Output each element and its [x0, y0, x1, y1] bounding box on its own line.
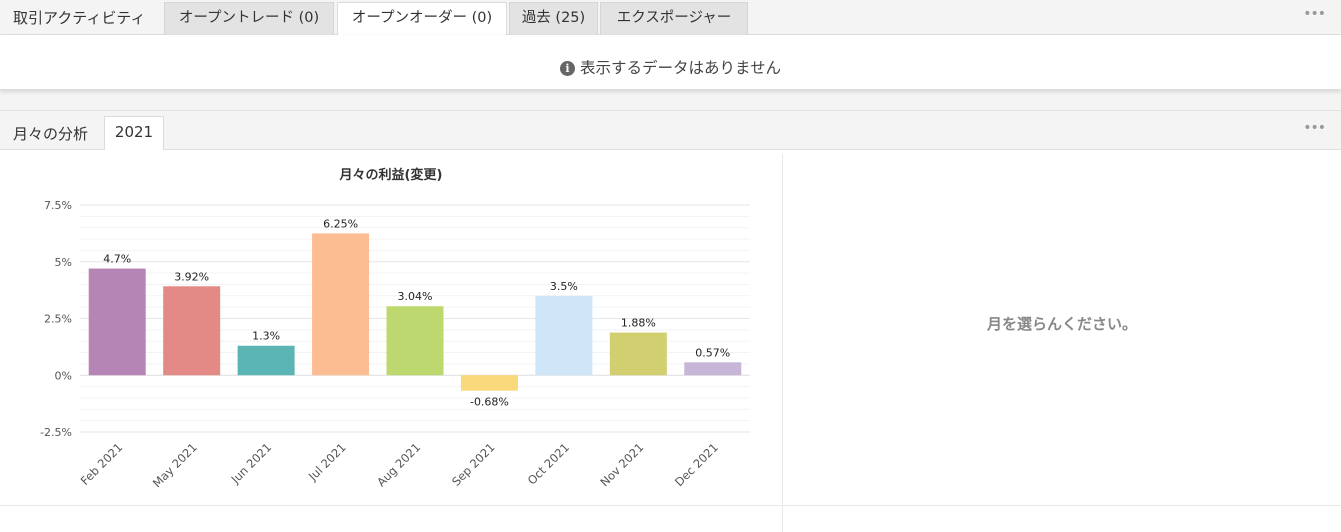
- data-label: 0.57%: [695, 346, 730, 359]
- tab-history[interactable]: 過去 (25): [509, 2, 598, 35]
- top-tab-bar: 取引アクティビティ オープントレード (0) オープンオーダー (0) 過去 (…: [0, 0, 1341, 36]
- tab-open-orders[interactable]: オープンオーダー (0): [337, 2, 507, 36]
- select-month-prompt: 月を選らんください。: [986, 315, 1137, 333]
- data-label: 3.04%: [398, 290, 433, 303]
- x-tick-label: Nov 2021: [597, 440, 646, 489]
- y-tick-label: 2.5%: [44, 313, 72, 326]
- tab-label: 過去 (25): [521, 10, 586, 26]
- x-tick-label: Feb 2021: [78, 440, 126, 488]
- tab-label: 2021: [114, 123, 154, 141]
- tab-exposure[interactable]: エクスポージャー: [600, 2, 748, 35]
- data-label: -0.68%: [470, 396, 509, 409]
- trading-activity-title: 取引アクティビティ: [13, 9, 146, 27]
- panel-divider: [0, 505, 1341, 506]
- bar: [312, 233, 370, 376]
- x-tick-label: Jun 2021: [228, 440, 275, 487]
- data-label: 6.25%: [323, 217, 358, 230]
- no-data-message: i 表示するデータはありません: [0, 56, 1341, 78]
- tab-label: オープンオーダー (0): [351, 10, 493, 26]
- y-tick-label: -2.5%: [40, 426, 72, 439]
- bar: [386, 306, 444, 376]
- bar: [460, 375, 518, 391]
- y-tick-label: 5%: [55, 256, 72, 269]
- open-orders-panel: i 表示するデータはありません: [0, 35, 1341, 90]
- bar: [609, 332, 667, 376]
- monthly-profit-chart: 月々の利益(変更) 7.5% 5% 2.5% 0% -2.5% 4.7% Feb 2021…: [40, 167, 750, 490]
- no-data-text: 表示するデータはありません: [579, 59, 782, 77]
- more-options-icon[interactable]: •••: [1303, 120, 1326, 136]
- bar: [535, 295, 593, 376]
- bar: [88, 268, 146, 376]
- y-tick-label: 0%: [55, 369, 72, 382]
- x-tick-label: Aug 2021: [374, 440, 423, 489]
- x-tick-label: May 2021: [150, 440, 200, 490]
- tab-year-2021[interactable]: 2021: [104, 116, 164, 151]
- bar: [163, 286, 221, 376]
- data-label: 3.92%: [174, 270, 209, 283]
- x-tick-label: Oct 2021: [525, 440, 572, 487]
- tab-label: オープントレード (0): [178, 10, 320, 26]
- tab-open-trades[interactable]: オープントレード (0): [164, 2, 334, 35]
- monthly-tab-bar: 月々の分析 2021 •••: [0, 110, 1341, 151]
- panel-divider: [782, 154, 783, 532]
- data-label: 3.5%: [550, 280, 578, 293]
- chart-title: 月々の利益(変更): [339, 167, 443, 183]
- bar: [237, 345, 295, 376]
- x-tick-label: Jul 2021: [305, 440, 349, 484]
- x-tick-label: Dec 2021: [672, 440, 721, 489]
- data-label: 4.7%: [103, 253, 131, 266]
- bar: [684, 362, 742, 376]
- data-label: 1.3%: [252, 330, 280, 343]
- monthly-analysis-title: 月々の分析: [13, 125, 89, 143]
- info-icon: i: [559, 61, 575, 76]
- tab-label: エクスポージャー: [616, 10, 732, 26]
- more-options-icon[interactable]: •••: [1303, 6, 1326, 22]
- data-label: 1.88%: [621, 317, 656, 330]
- x-tick-label: Sep 2021: [449, 440, 498, 489]
- y-tick-label: 7.5%: [44, 199, 72, 212]
